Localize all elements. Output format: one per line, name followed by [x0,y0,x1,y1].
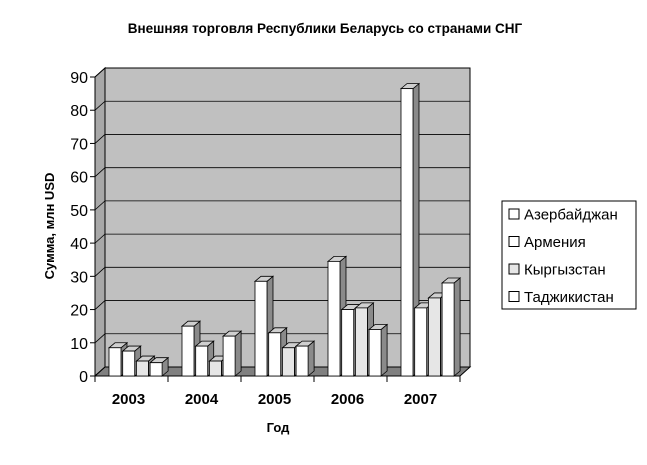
bar [148,356,170,377]
y-tick-label: 30 [70,269,88,286]
bar-front [122,350,136,377]
bar-front [268,332,282,377]
bar-front [427,297,441,377]
bar-front [181,325,195,377]
x-tick-labels: 2003 2004 2005 2006 2007 [112,391,437,408]
bar-front [195,345,209,377]
bar-side [380,323,388,377]
legend-frame [501,200,637,310]
bar [440,277,462,377]
gridline [94,233,470,244]
bar-side [307,340,315,377]
legend-label: Кыргызстан [524,262,606,279]
legend-swatch [508,236,520,247]
bar-front [222,335,236,377]
bar-front [295,345,309,377]
y-tick-label: 70 [70,136,88,153]
bar-front [400,88,414,377]
bars [107,82,462,377]
bar-front [281,347,295,377]
legend-swatch [508,291,520,302]
y-tick-label: 90 [70,70,88,87]
x-tick-label: 2004 [185,391,219,408]
bar-front [254,280,268,377]
y-tick-label: 20 [70,303,88,320]
gridline [94,167,470,177]
gridline [94,134,470,144]
bar-front [149,362,163,377]
gridline [94,266,470,277]
x-tick-label: 2003 [112,391,145,408]
x-tick-label: 2007 [404,391,437,408]
bar-side [453,277,461,377]
y-tick-label: 80 [70,103,88,120]
bar-front [441,282,455,377]
bar-side [234,330,242,377]
gridline [94,100,470,111]
x-tick-label: 2006 [331,391,364,408]
gridline [94,200,470,211]
bar-front [327,260,341,377]
legend-label: Азербайджан [524,207,618,224]
bar [367,323,389,377]
chart-title: Внешняя торговля Республики Беларусь со … [128,21,523,36]
y-tick-label: 40 [70,236,88,253]
gridline [94,300,470,310]
y-axis-title: Сумма, млн USD [42,173,57,280]
bar-front [108,347,122,377]
y-tick-label: 60 [70,170,88,187]
bar-front [208,360,222,377]
bar [221,330,243,377]
bar [180,320,202,377]
y-tick-labels: 0 10 20 30 40 50 60 70 80 90 [70,70,88,386]
x-axis-title: Год [267,420,290,435]
bar [294,340,316,377]
y-tick-label: 50 [70,203,88,220]
legend-swatch [508,208,520,220]
legend-swatch [508,263,520,275]
gridline [94,67,470,78]
bar-front [368,329,382,377]
bar-front [135,360,149,377]
bar-front [354,307,368,377]
legend-label: Армения [524,234,586,251]
y-tick-label: 10 [70,336,88,353]
x-tick-label: 2005 [258,391,291,408]
legend: Азербайджан Армения Кыргызстан Таджикистан [501,200,637,310]
legend-label: Таджикистан [524,289,614,306]
bar-front [414,307,428,377]
y-tick-label: 0 [79,369,88,386]
side-wall [94,66,106,378]
bar-front [341,309,355,377]
bar [399,82,421,377]
